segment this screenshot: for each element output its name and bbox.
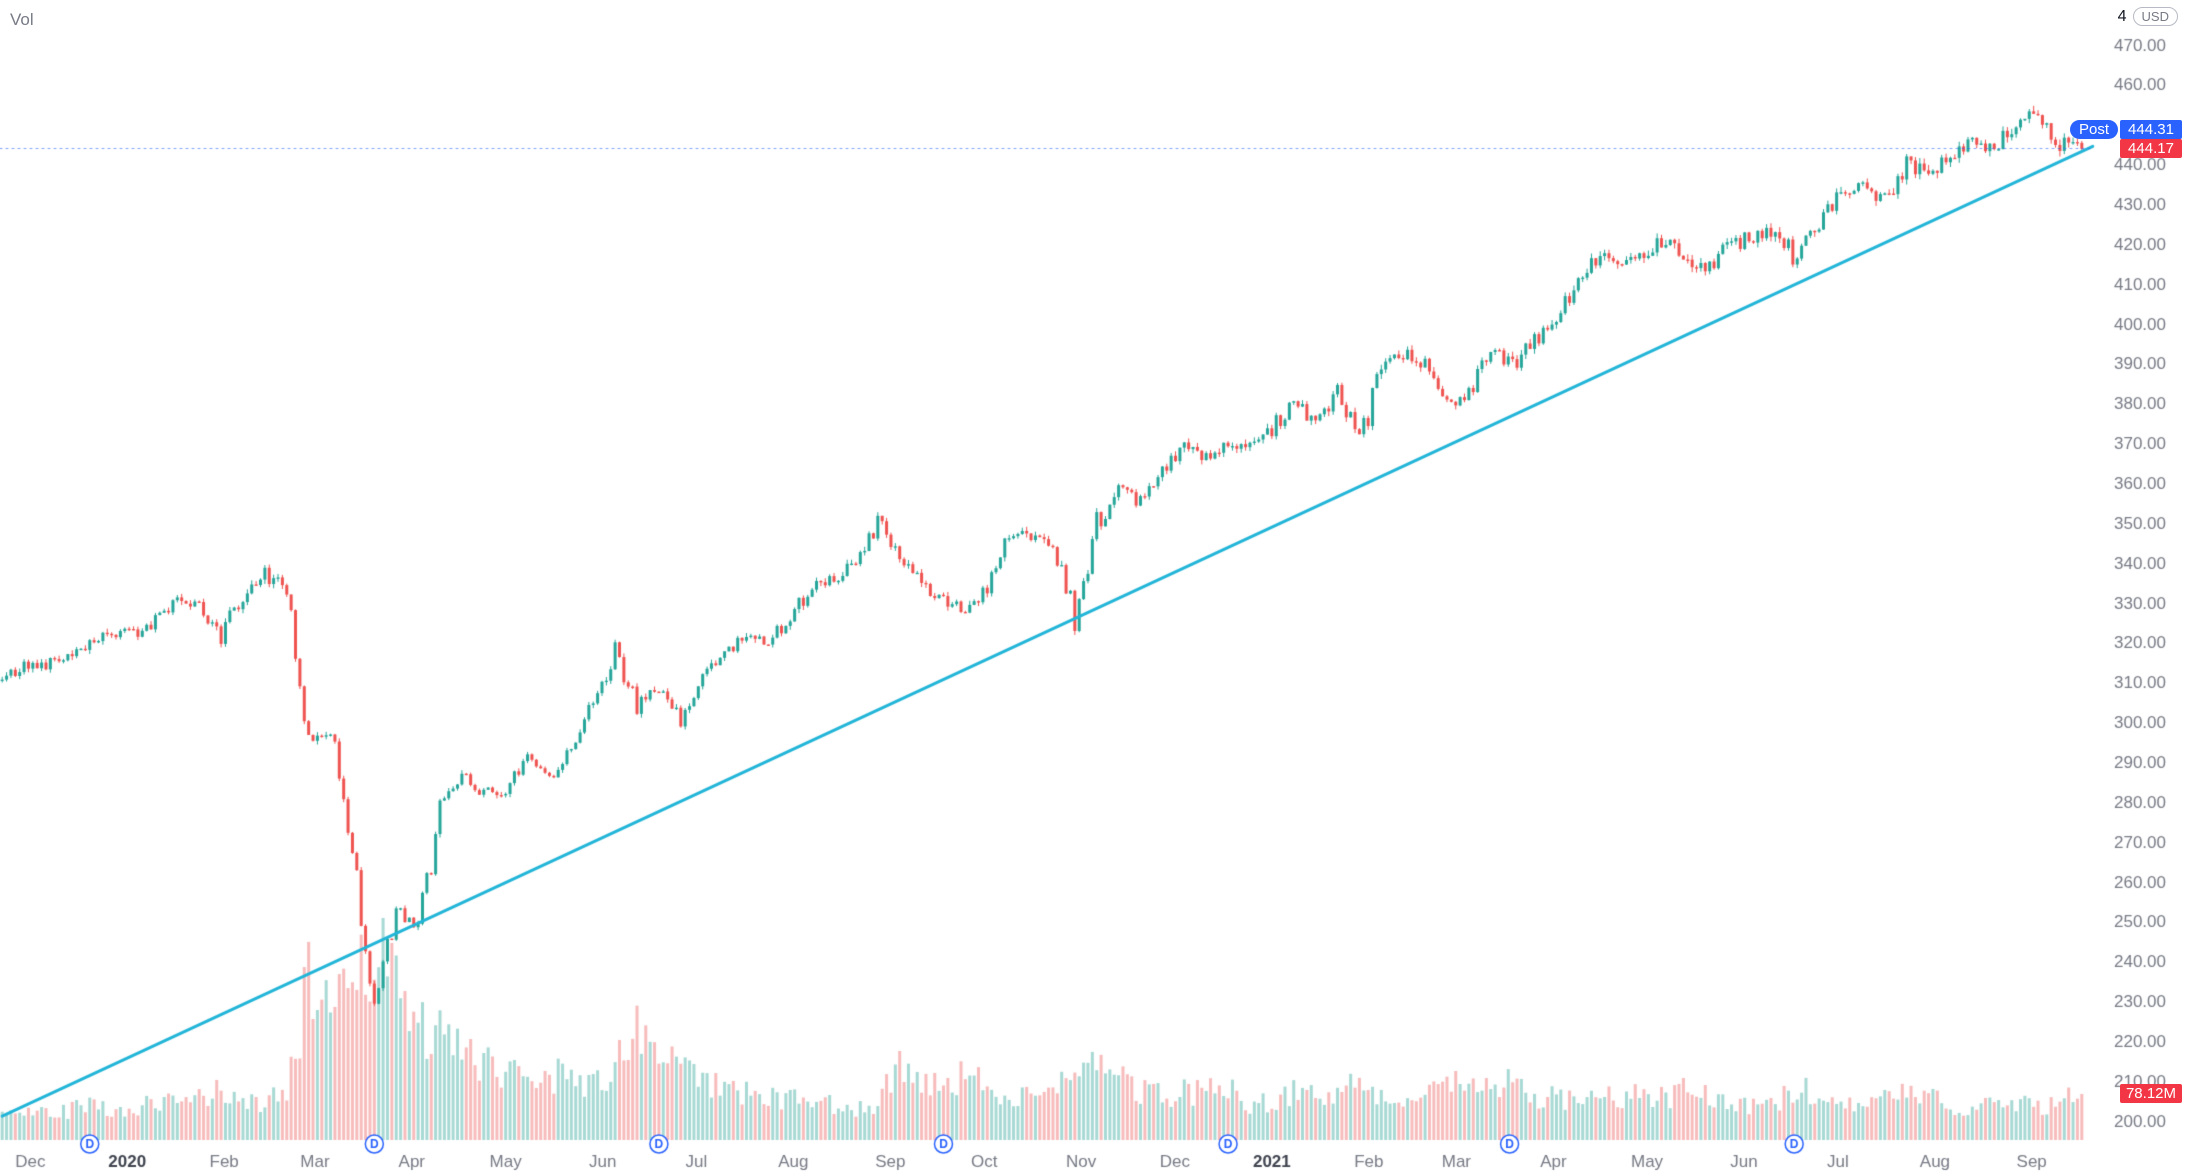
last-price-value: 444.17 (2120, 139, 2182, 159)
volume-indicator-label[interactable]: Vol (10, 10, 34, 29)
post-market-price-badge[interactable]: Post 444.31 (2069, 120, 2182, 140)
last-price-badge[interactable]: 444.17 (2120, 139, 2182, 159)
volume-value: 78.12M (2120, 1084, 2182, 1104)
post-price-value: 444.31 (2120, 120, 2182, 140)
currency-unit-button[interactable]: USD (2132, 7, 2178, 26)
post-label-chip: Post (2069, 120, 2118, 140)
partial-price-text: 4 (2117, 7, 2127, 25)
volume-value-badge[interactable]: 78.12M (2120, 1084, 2182, 1104)
price-scale-header: 4 USD (2118, 7, 2178, 26)
